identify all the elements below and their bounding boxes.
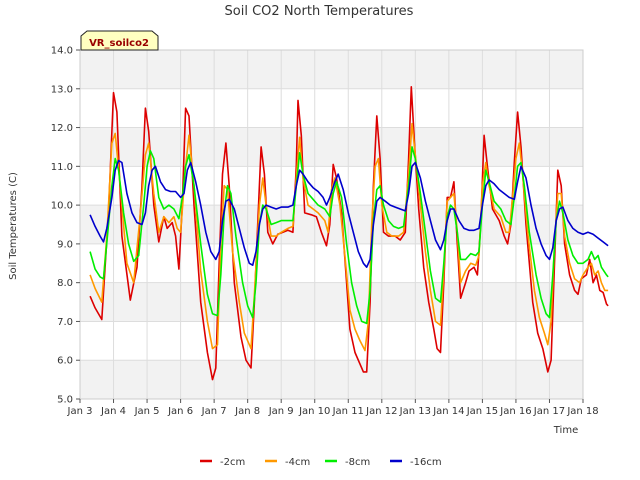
site-label-box bbox=[80, 30, 159, 51]
legend-item: -2cm bbox=[200, 457, 245, 468]
series-line-4cmcm bbox=[89, 122, 609, 352]
y-tick-label: 13.0 bbox=[51, 84, 73, 95]
y-axis-label: Soil Temperatures (C) bbox=[8, 172, 19, 280]
legend-item: -8cm bbox=[325, 457, 370, 468]
x-axis-label: Time bbox=[553, 425, 578, 436]
x-tick-label: Jan 12 bbox=[365, 406, 397, 417]
x-tick-label: Jan 8 bbox=[234, 406, 260, 417]
legend: -2cm -4cm -8cm -16cm bbox=[200, 457, 442, 468]
plot-band bbox=[80, 205, 583, 244]
legend-label: -2cm bbox=[220, 457, 245, 468]
y-tick-label: 8.0 bbox=[57, 278, 73, 289]
y-tick-label: 14.0 bbox=[51, 46, 73, 57]
x-tick-label: Jan 13 bbox=[399, 406, 431, 417]
site-label-text: VR_soilco2 bbox=[89, 38, 149, 49]
y-tick-label: 12.0 bbox=[51, 123, 73, 134]
x-tick-label: Jan 3 bbox=[67, 406, 93, 417]
legend-label: -16cm bbox=[410, 457, 442, 468]
plot-bands bbox=[80, 50, 583, 399]
y-tick-label: 9.0 bbox=[57, 239, 73, 250]
x-tick-label: Jan 6 bbox=[167, 406, 193, 417]
x-tick-label: Jan 10 bbox=[298, 406, 330, 417]
legend-item: -4cm bbox=[265, 457, 310, 468]
x-axis-ticks: Jan 3 Jan 4 Jan 5 Jan 6 Jan 7 Jan 8 Jan 9 Jan 1… bbox=[67, 399, 599, 417]
x-tick-label: Jan 18 bbox=[566, 406, 598, 417]
y-tick-label: 6.0 bbox=[57, 356, 73, 367]
x-tick-label: Jan 4 bbox=[100, 406, 126, 417]
y-tick-label: 7.0 bbox=[57, 317, 73, 328]
plot-band bbox=[80, 282, 583, 322]
x-tick-label: Jan 9 bbox=[268, 406, 294, 417]
site-label-badge: VR_soilco2 bbox=[80, 30, 159, 51]
series-line-8cmcm bbox=[89, 146, 609, 325]
legend-label: -8cm bbox=[345, 457, 370, 468]
plot-band bbox=[80, 50, 583, 89]
x-tick-label: Jan 11 bbox=[332, 406, 364, 417]
plot-frame bbox=[79, 49, 584, 400]
legend-item: -16cm bbox=[390, 457, 442, 468]
series-line-16cmcm bbox=[89, 159, 609, 268]
x-tick-label: Jan 14 bbox=[432, 406, 464, 417]
y-tick-label: 5.0 bbox=[57, 395, 73, 406]
plot-band bbox=[80, 127, 583, 167]
legend-label: -4cm bbox=[285, 457, 310, 468]
chart-title: Soil CO2 North Temperatures bbox=[225, 4, 414, 19]
plot-band bbox=[80, 360, 583, 399]
x-tick-label: Jan 17 bbox=[533, 406, 565, 417]
y-tick-label: 10.0 bbox=[51, 201, 73, 212]
x-tick-label: Jan 15 bbox=[466, 406, 498, 417]
x-tick-label: Jan 7 bbox=[201, 406, 227, 417]
series-layer bbox=[89, 86, 609, 381]
x-tick-label: Jan 16 bbox=[499, 406, 531, 417]
y-tick-label: 11.0 bbox=[51, 162, 73, 173]
y-axis-ticks: 5.0 6.0 7.0 8.0 9.0 10.0 11.0 12.0 13.0 14.0 bbox=[51, 46, 80, 406]
x-tick-label: Jan 5 bbox=[134, 406, 160, 417]
series-line-2cmcm bbox=[89, 86, 609, 381]
